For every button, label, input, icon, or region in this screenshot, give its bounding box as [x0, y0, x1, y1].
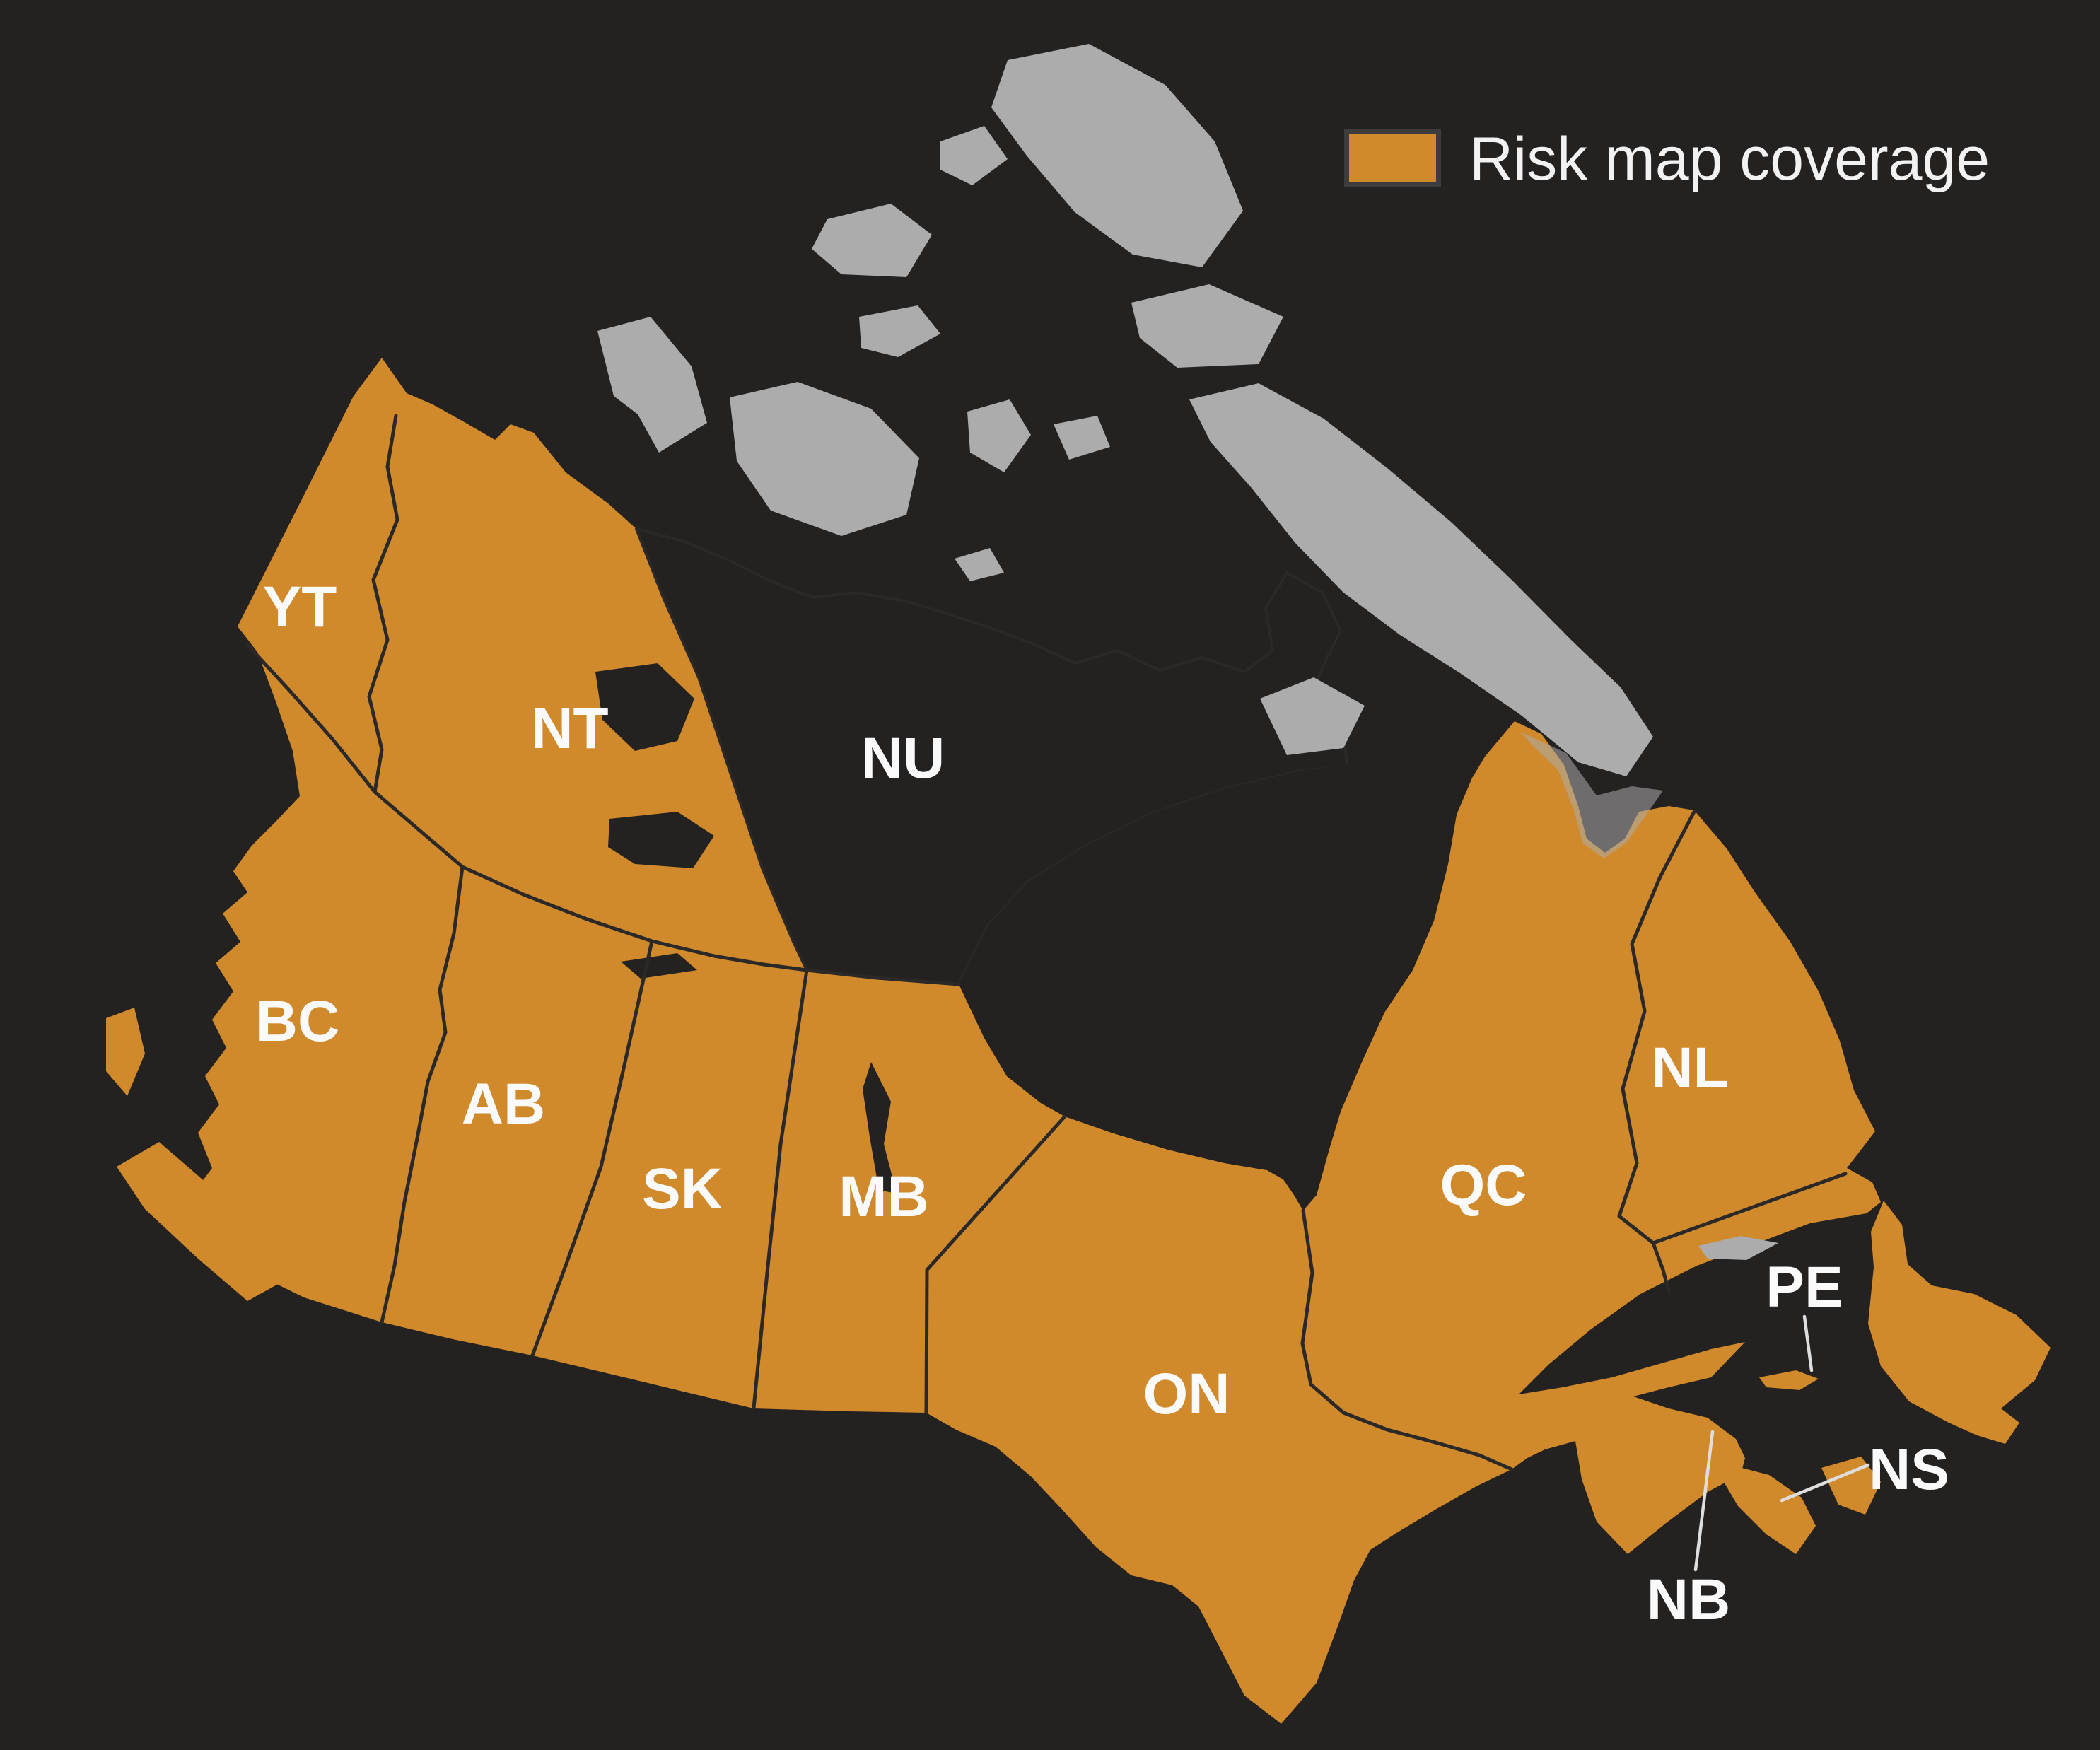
legend: Risk map coverage — [1344, 125, 1990, 193]
label-mb: MB — [839, 1165, 929, 1229]
label-ns: NS — [1869, 1437, 1949, 1502]
somerset-island — [1054, 416, 1110, 460]
king-william-island — [955, 548, 1004, 581]
axel-heiberg-island — [940, 126, 1008, 185]
label-yt: YT — [263, 575, 337, 639]
border-ontario-quebec — [1300, 1208, 1514, 1471]
lake-athabasca — [621, 953, 697, 979]
border-60th-parallel — [245, 643, 961, 986]
bathurst-island — [859, 305, 940, 357]
legend-label: Risk map coverage — [1469, 125, 1990, 193]
border-manitoba-ontario — [924, 1114, 1067, 1415]
ns-leader-line — [1780, 1463, 1870, 1503]
label-ab: AB — [462, 1072, 545, 1136]
leader-lines — [1693, 1314, 1870, 1572]
victoria-island — [730, 382, 919, 536]
label-qc: QC — [1440, 1153, 1527, 1218]
lake-winnipeg — [863, 1062, 897, 1194]
southampton-island — [1260, 677, 1365, 755]
label-bc: BC — [256, 989, 339, 1054]
label-on: ON — [1143, 1362, 1230, 1426]
region-haida-gwaii — [106, 1008, 145, 1096]
border-bc-alberta — [380, 865, 465, 1324]
border-alberta-saskatchewan — [530, 939, 654, 1358]
prince-of-wales-island — [967, 399, 1031, 472]
devon-island — [1131, 284, 1283, 368]
great-slave-lake — [608, 812, 714, 868]
province-borders — [245, 414, 1848, 1471]
label-nt: NT — [531, 696, 608, 761]
label-nu: NU — [861, 726, 945, 791]
hudson-strait-shore-islands — [1520, 732, 1663, 858]
uncovered-regions — [597, 44, 1778, 1260]
region-nova-scotia — [1724, 1465, 1816, 1554]
region-labels: YT NT NU BC AB SK MB ON QC NL PE NS NB — [256, 575, 1949, 1632]
legend-swatch — [1349, 134, 1436, 182]
border-quebec-labrador-straight — [1651, 1172, 1848, 1245]
border-yukon-nwt — [367, 414, 399, 794]
banks-island — [597, 317, 707, 453]
region-vancouver-island — [117, 1142, 279, 1301]
border-quebec-labrador-north — [1617, 810, 1696, 1245]
region-newfoundland-island — [1868, 1201, 2051, 1444]
label-sk: SK — [642, 1157, 723, 1221]
nb-leader-line — [1693, 1430, 1715, 1572]
hudson-bay — [959, 755, 1485, 1211]
great-bear-lake — [595, 663, 694, 751]
water-bodies — [595, 663, 1485, 1211]
border-quebec-labrador-south — [1651, 1241, 1671, 1293]
label-pe: PE — [1766, 1255, 1843, 1319]
melville-island — [812, 204, 932, 277]
label-nb: NB — [1647, 1568, 1730, 1632]
region-cape-breton — [1821, 1457, 1881, 1515]
baffin-island — [1189, 383, 1653, 776]
pe-leader-line — [1802, 1314, 1814, 1372]
border-saskatchewan-manitoba — [752, 968, 809, 1410]
region-pei-island — [1759, 1370, 1819, 1390]
label-nl: NL — [1651, 1036, 1728, 1100]
ellesmere-island — [991, 44, 1243, 267]
anticosti-island — [1698, 1236, 1778, 1260]
